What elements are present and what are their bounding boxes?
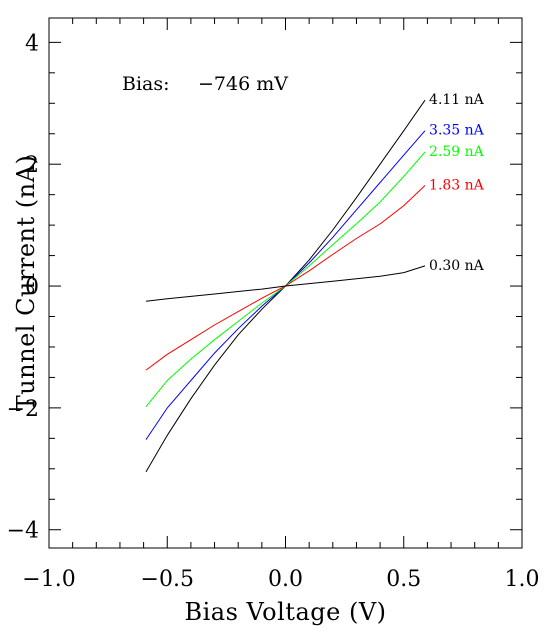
- y-tick-label: 2: [25, 153, 39, 178]
- x-tick-label: 0.0: [268, 567, 303, 592]
- bias-annotation-value: −746 mV: [198, 73, 288, 95]
- series-line-5: [145, 265, 426, 302]
- series-lines: [145, 99, 426, 473]
- x-tick-label: 1.0: [505, 567, 540, 592]
- series-label-2: 3.35 nA: [429, 123, 485, 139]
- series-line-4: [145, 185, 426, 371]
- tick-labels: −1.0 −0.5 0.0 0.5 1.0 −4 −2 0 2 4: [7, 31, 540, 592]
- y-tick-label: −4: [7, 519, 39, 544]
- series-line-3: [145, 151, 426, 408]
- x-axis-title: Bias Voltage (V): [184, 598, 386, 626]
- series-label-1: 4.11 nA: [429, 92, 485, 108]
- bias-annotation-prefix: Bias:: [122, 73, 170, 95]
- x-tick-label: −1.0: [22, 567, 75, 592]
- series-line-2: [145, 130, 426, 440]
- y-tick-label: 0: [25, 275, 39, 300]
- y-axis-title: Tunnel Current (nA): [12, 155, 40, 412]
- series-label-4: 1.83 nA: [429, 178, 485, 194]
- series-label-5: 0.30 nA: [429, 258, 485, 274]
- y-tick-label: −2: [7, 397, 39, 422]
- axis-ticks: [48, 18, 523, 548]
- y-tick-label: 4: [25, 31, 39, 56]
- x-tick-label: −0.5: [141, 567, 194, 592]
- x-tick-label: 0.5: [386, 567, 421, 592]
- series-labels: 4.11 nA 3.35 nA 2.59 nA 1.83 nA 0.30 nA: [429, 92, 485, 274]
- series-label-3: 2.59 nA: [429, 144, 485, 160]
